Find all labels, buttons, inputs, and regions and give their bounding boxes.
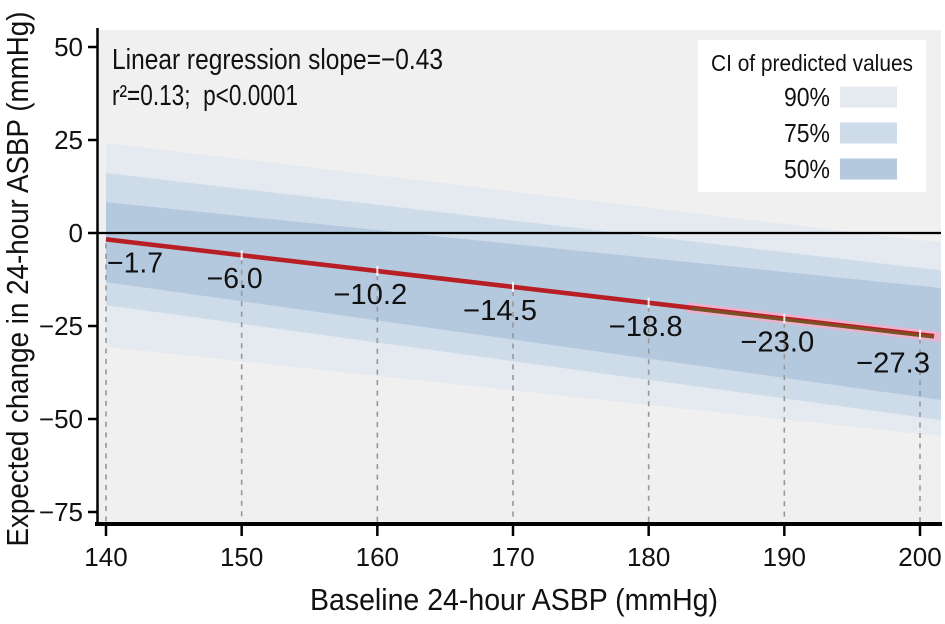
y-axis-title: Expected change in 24-hour ASBP (mmHg)	[0, 12, 35, 547]
legend-label-50: 50%	[784, 154, 830, 184]
x-tick-label-180: 180	[627, 542, 670, 572]
x-tick-label-150: 150	[220, 542, 263, 572]
legend-swatch-75	[840, 122, 897, 144]
legend: CI of predicted values 90% 75% 50%	[698, 40, 926, 192]
x-tick-label-140: 140	[84, 542, 127, 572]
point-label-180: −18.8	[609, 311, 683, 343]
legend-title: CI of predicted values	[711, 50, 913, 76]
point-label-200: −27.3	[856, 348, 930, 380]
point-label-160: −10.2	[333, 279, 407, 311]
y-tick-label-50: 50	[54, 32, 83, 62]
legend-swatch-50	[840, 158, 897, 180]
y-tick-label-0: 0	[69, 218, 83, 248]
overlay-line	[690, 307, 935, 339]
y-tick-label--75: −75	[39, 497, 83, 527]
point-label-170: −14.5	[463, 295, 537, 327]
y-tick-label--50: −50	[39, 404, 83, 434]
annotation-slope: Linear regression slope=−0.43	[112, 44, 443, 76]
x-tick-label-160: 160	[356, 542, 399, 572]
point-label-150: −6.0	[207, 263, 263, 295]
ci-band-50	[106, 202, 941, 401]
x-axis-title: Baseline 24-hour ASBP (mmHg)	[310, 582, 718, 617]
point-label-140: −1.7	[107, 247, 163, 279]
legend-label-75: 75%	[784, 118, 830, 148]
legend-swatch-90	[840, 86, 897, 108]
point-label-190: −23.0	[740, 327, 814, 359]
y-tick-label-25: 25	[54, 125, 83, 155]
y-tick-label--25: −25	[39, 311, 83, 341]
legend-label-90: 90%	[784, 82, 830, 112]
x-tick-label-170: 170	[491, 542, 534, 572]
x-tick-label-200: 200	[898, 542, 941, 572]
annotation-r2-p: r²=0.13; p<0.0001	[112, 80, 298, 112]
x-tick-label-190: 190	[763, 542, 806, 572]
